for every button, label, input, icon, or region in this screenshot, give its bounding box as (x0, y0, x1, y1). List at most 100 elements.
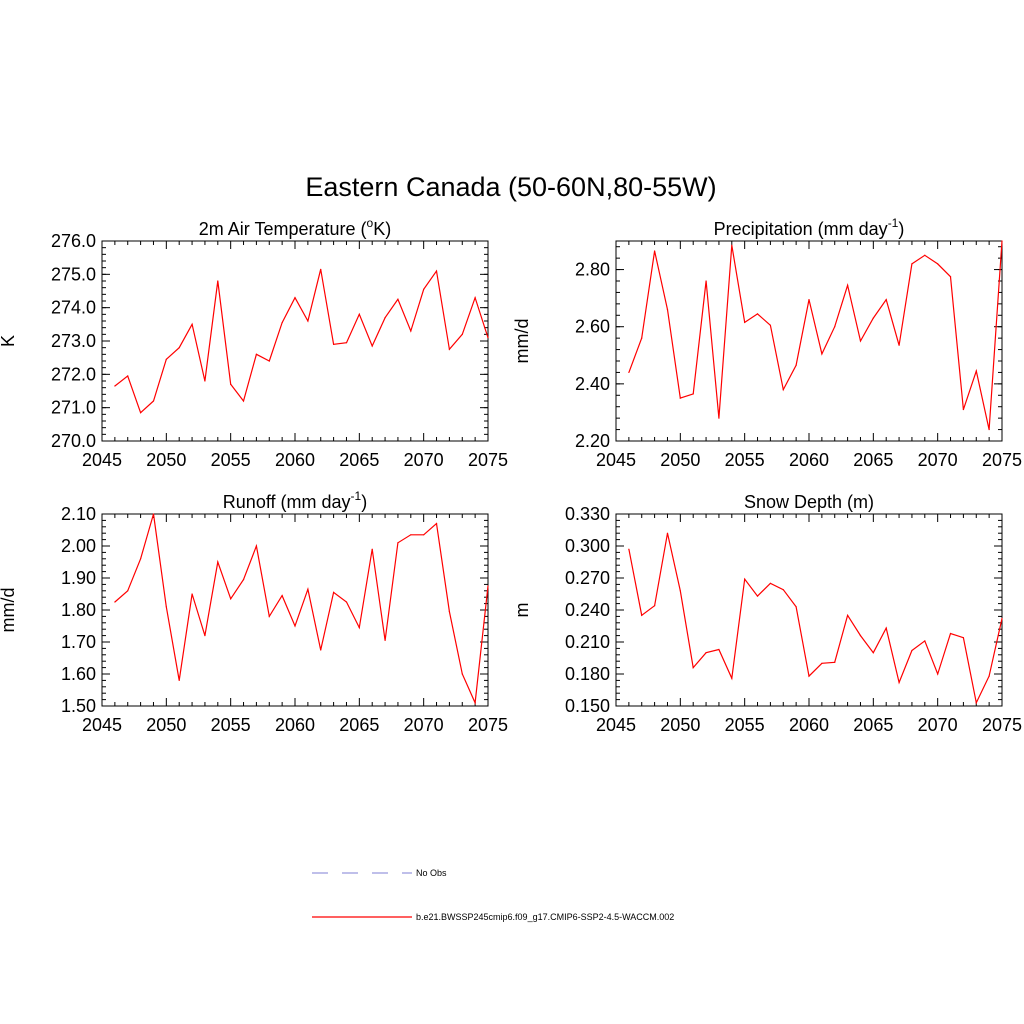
data-point (692, 393, 694, 395)
data-point (731, 244, 733, 246)
data-point (911, 263, 913, 265)
data-point (975, 702, 977, 704)
x-tick-label: 2075 (468, 715, 508, 735)
data-point (885, 298, 887, 301)
data-point (178, 679, 180, 682)
y-tick-label: 2.40 (575, 374, 610, 394)
data-point (423, 288, 425, 290)
data-point (859, 340, 862, 342)
data-point (962, 408, 965, 411)
x-tick-label: 2065 (853, 450, 893, 470)
data-point (127, 590, 129, 592)
panel-title: Runoff (mm day-1) (223, 489, 367, 512)
data-point (307, 320, 309, 322)
y-tick-label: 270.0 (51, 431, 96, 451)
y-tick-label: 274.0 (51, 298, 96, 318)
y-tick-label: 0.300 (565, 536, 610, 556)
data-point (782, 388, 784, 391)
x-tick-label: 2050 (146, 450, 186, 470)
data-point (692, 667, 694, 669)
data-point (178, 347, 180, 349)
data-point (191, 593, 193, 595)
data-point (654, 250, 656, 252)
data-point (204, 380, 206, 382)
data-point (281, 595, 283, 597)
y-axis-label: K (0, 335, 18, 347)
x-tick-label: 2045 (82, 450, 122, 470)
data-point (448, 611, 450, 613)
x-tick-label: 2055 (211, 450, 251, 470)
data-point (679, 397, 681, 399)
panel-title-superscript: -1 (888, 216, 899, 230)
data-point (1001, 617, 1003, 620)
data-point (628, 371, 630, 374)
data-point (268, 360, 270, 362)
data-point (821, 353, 823, 355)
data-point (679, 590, 681, 592)
y-tick-label: 0.150 (565, 696, 610, 716)
x-tick-label: 2060 (789, 450, 829, 470)
x-tick-label: 2070 (404, 450, 444, 470)
data-point (461, 333, 463, 335)
x-tick-label: 2065 (339, 715, 379, 735)
x-tick-label: 2050 (146, 715, 186, 735)
series-line (114, 513, 489, 706)
y-tick-label: 275.0 (51, 264, 96, 284)
data-point (782, 589, 784, 591)
data-point (705, 280, 707, 282)
data-point (924, 640, 926, 642)
y-tick-label: 2.80 (575, 260, 610, 280)
data-point (795, 606, 797, 608)
y-tick-label: 1.50 (61, 696, 96, 716)
data-point (949, 276, 952, 278)
plot-frame (615, 513, 1003, 707)
panel-title-text: ) (898, 219, 904, 239)
y-tick-label: 0.330 (565, 504, 610, 524)
data-point (744, 578, 746, 580)
data-point (114, 385, 116, 387)
data-point (654, 605, 656, 607)
data-point (204, 635, 206, 637)
x-tick-label: 2070 (918, 715, 958, 735)
x-tick-label: 2060 (275, 715, 315, 735)
data-point (294, 625, 296, 627)
chart-panel-3: Runoff (mm day-1) mm/d 2045 2050 2055 2060 206… (0, 489, 508, 735)
data-point (448, 348, 450, 350)
data-point (474, 702, 476, 704)
y-axis-label: mm/d (512, 319, 532, 364)
x-tick-label: 2045 (596, 715, 636, 735)
data-point (1001, 240, 1003, 242)
y-tick-label: 0.240 (565, 600, 610, 620)
data-point (152, 400, 155, 402)
chart-panels: 2m Air Temperature (oK) K 2045 2050 2055 2060… (0, 216, 1022, 735)
data-point (152, 513, 155, 515)
panel-title-text: Snow Depth (m) (744, 492, 874, 512)
data-point (474, 297, 476, 299)
y-tick-label: 2.10 (61, 504, 96, 524)
data-point (294, 297, 296, 299)
data-point (718, 648, 720, 651)
data-point (397, 542, 399, 544)
series-line (114, 269, 489, 414)
data-point (435, 270, 438, 272)
series-line (628, 533, 1003, 705)
x-tick-label: 2075 (982, 715, 1022, 735)
data-point (988, 675, 990, 677)
data-point (230, 383, 232, 385)
x-tick-label: 2045 (82, 715, 122, 735)
data-point (410, 330, 412, 332)
data-point (345, 601, 348, 603)
x-tick-label: 2070 (918, 450, 958, 470)
data-point (769, 324, 772, 326)
data-point (217, 280, 219, 282)
data-point (795, 364, 797, 366)
data-point (397, 298, 399, 300)
y-tick-label: 1.90 (61, 568, 96, 588)
panel-title: Snow Depth (m) (744, 492, 874, 512)
data-point (358, 627, 360, 629)
data-point (410, 534, 412, 536)
x-tick-label: 2060 (275, 450, 315, 470)
data-point (808, 675, 810, 677)
plot-frame (101, 513, 489, 707)
data-point (127, 375, 129, 377)
